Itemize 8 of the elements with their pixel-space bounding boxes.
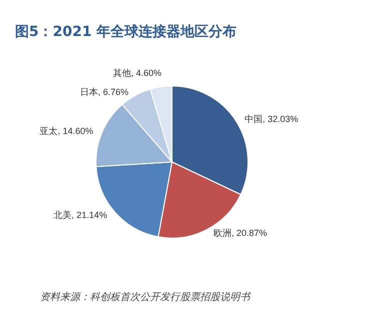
- text: 资料来源：科创板首次公开发行股票招股说明书: [40, 290, 252, 304]
- slice-label: 日本, 6.76%: [80, 86, 129, 97]
- slice-label: 其他, 4.60%: [112, 68, 162, 78]
- slice-label: 中国, 32.03%: [244, 114, 298, 124]
- slice-label: 欧洲, 20.87%: [213, 228, 268, 238]
- chart-title: 图5：2021 年全球连接器地区分布: [15, 23, 237, 40]
- slice-label: 北美, 21.14%: [54, 210, 108, 220]
- slice-label: 亚太, 14.60%: [40, 126, 94, 136]
